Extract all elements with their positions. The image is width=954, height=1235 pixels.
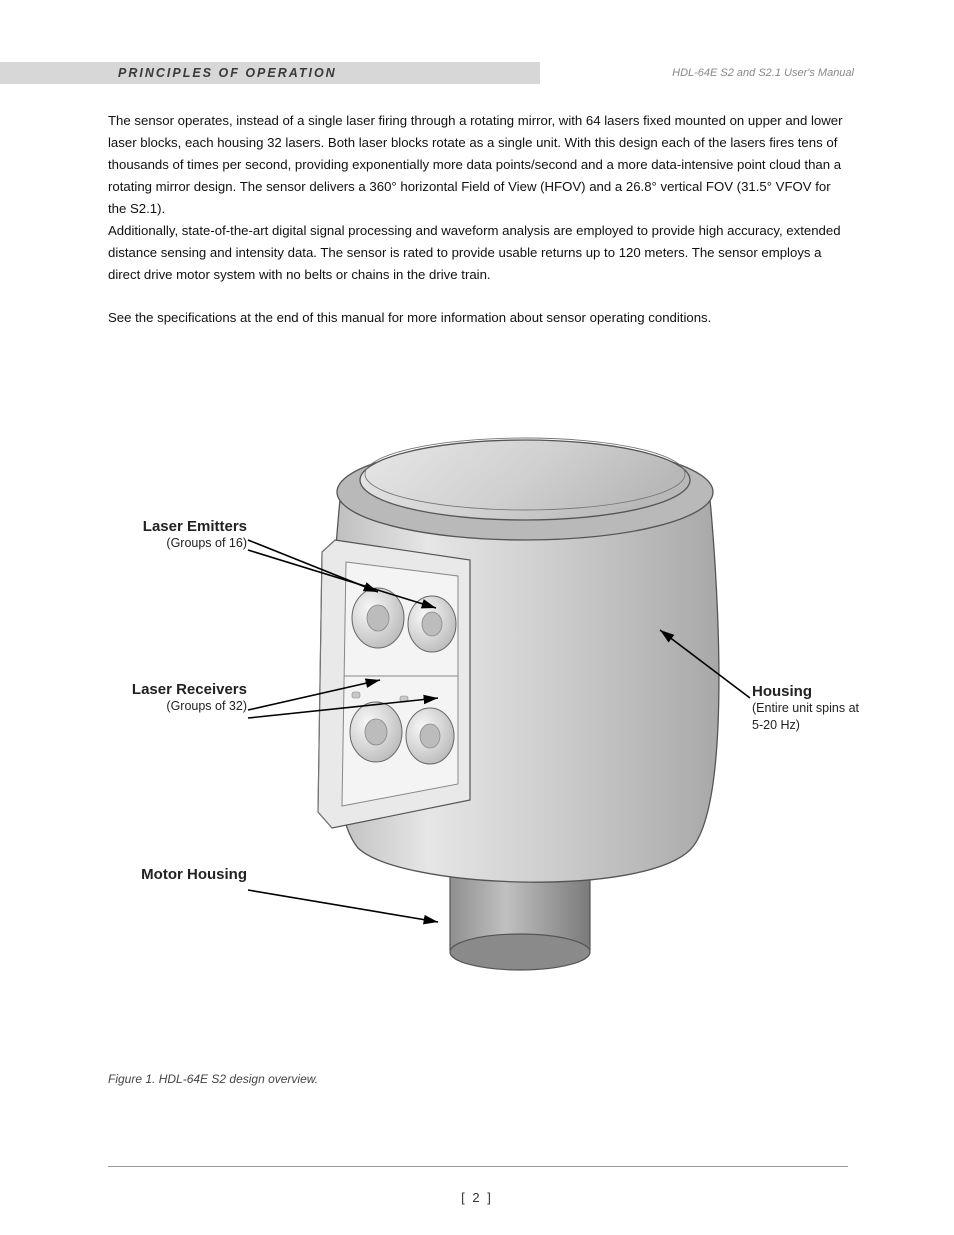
figure-1: Laser Emitters (Groups of 16) Laser Rece… (100, 360, 860, 1040)
document-title: HDL-64E S2 and S2.1 User's Manual (672, 67, 854, 79)
footer-rule (108, 1166, 848, 1167)
paragraph-2: Additionally, state-of-the-art digital s… (108, 220, 848, 286)
label-housing: Housing (Entire unit spins at 5-20 Hz) (752, 683, 862, 734)
label-text: Motor Housing (127, 866, 247, 883)
section-title: PRINCIPLES OF OPERATION (118, 66, 337, 80)
page: PRINCIPLES OF OPERATION HDL-64E S2 and S… (0, 0, 954, 1235)
label-subtext: (Groups of 32) (127, 698, 247, 715)
label-motor-housing: Motor Housing (127, 866, 247, 883)
label-text: Laser Emitters (127, 518, 247, 535)
label-text: Laser Receivers (127, 681, 247, 698)
label-laser-emitters: Laser Emitters (Groups of 16) (127, 518, 247, 552)
label-text: Housing (752, 683, 862, 700)
paragraph-1: The sensor operates, instead of a single… (108, 110, 848, 220)
label-subtext: (Entire unit spins at 5-20 Hz) (752, 700, 862, 734)
paragraph-3: See the specifications at the end of thi… (108, 307, 848, 329)
page-number: [ 2 ] (0, 1190, 954, 1205)
label-subtext: (Groups of 16) (127, 535, 247, 552)
figure-caption: Figure 1. HDL-64E S2 design overview. (108, 1072, 318, 1086)
front-panel (318, 540, 470, 828)
label-laser-receivers: Laser Receivers (Groups of 32) (127, 681, 247, 715)
